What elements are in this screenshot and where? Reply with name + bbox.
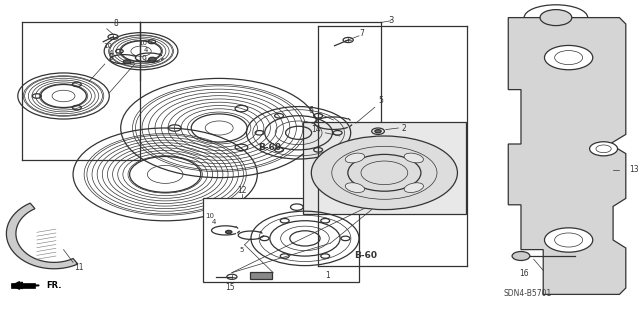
Circle shape <box>225 230 232 234</box>
Text: 9: 9 <box>109 53 114 62</box>
Text: 4: 4 <box>144 47 148 52</box>
Text: 10: 10 <box>104 44 113 49</box>
Text: 12: 12 <box>237 186 247 195</box>
Text: 10: 10 <box>138 40 147 46</box>
Polygon shape <box>12 283 35 288</box>
Text: 4: 4 <box>109 50 113 56</box>
Circle shape <box>545 45 593 70</box>
Text: FR.: FR. <box>46 281 61 290</box>
Text: 13: 13 <box>629 165 639 174</box>
Text: 15: 15 <box>225 284 235 292</box>
Circle shape <box>124 60 131 64</box>
FancyBboxPatch shape <box>250 272 272 279</box>
Text: 14: 14 <box>312 125 321 134</box>
Circle shape <box>148 57 156 61</box>
Polygon shape <box>6 203 78 269</box>
Circle shape <box>540 10 572 26</box>
Circle shape <box>375 130 381 133</box>
Circle shape <box>545 228 593 252</box>
Text: 9: 9 <box>142 55 147 64</box>
Circle shape <box>589 142 618 156</box>
Text: 1: 1 <box>326 271 330 280</box>
Text: B-60: B-60 <box>354 252 377 260</box>
Text: 11: 11 <box>75 263 84 272</box>
Text: 5: 5 <box>379 96 383 105</box>
Circle shape <box>512 252 530 260</box>
Text: 8: 8 <box>114 19 118 28</box>
FancyBboxPatch shape <box>303 122 466 214</box>
Text: 6: 6 <box>309 106 314 115</box>
Text: 10: 10 <box>205 213 214 219</box>
FancyBboxPatch shape <box>204 198 359 282</box>
Text: 2: 2 <box>401 124 406 132</box>
Text: 7: 7 <box>360 29 365 38</box>
Ellipse shape <box>404 183 424 193</box>
Text: 5: 5 <box>239 247 244 252</box>
Text: B-60: B-60 <box>259 143 282 152</box>
Ellipse shape <box>345 183 365 193</box>
Text: SDN4-B5701: SDN4-B5701 <box>503 289 552 298</box>
Ellipse shape <box>345 153 365 163</box>
Ellipse shape <box>404 153 424 163</box>
Text: 3: 3 <box>388 16 394 25</box>
Text: 16: 16 <box>519 269 529 278</box>
Polygon shape <box>508 18 626 294</box>
Circle shape <box>311 136 458 210</box>
Text: 4: 4 <box>212 220 216 225</box>
